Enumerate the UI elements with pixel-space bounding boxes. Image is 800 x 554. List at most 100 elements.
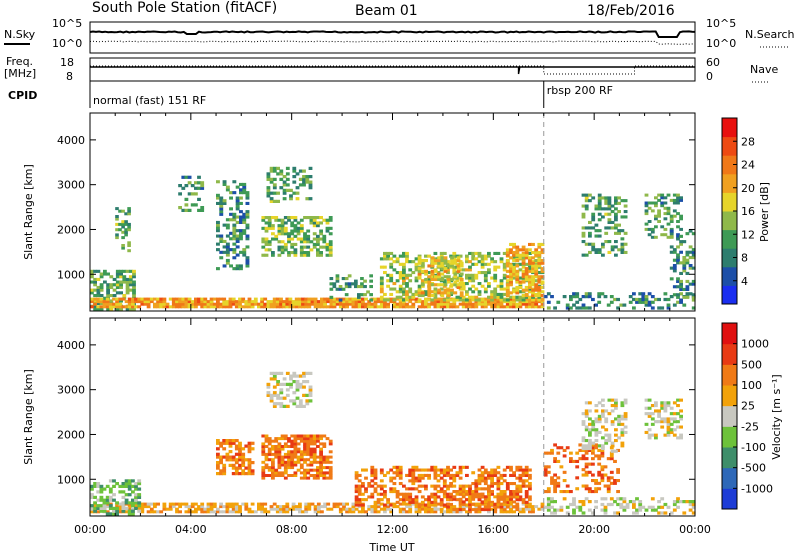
- heatmap-cell: [666, 401, 671, 405]
- heatmap-cell: [616, 502, 620, 507]
- heatmap-cell: [594, 234, 599, 238]
- heatmap-cell: [647, 220, 652, 223]
- heatmap-cell: [187, 510, 192, 514]
- colorbar-tick-label: 20: [741, 182, 755, 195]
- heatmap-cell: [584, 193, 589, 197]
- heatmap-cell: [307, 302, 312, 306]
- heatmap-cell: [312, 434, 317, 438]
- heatmap-cell: [424, 473, 428, 477]
- heatmap-cell: [222, 455, 227, 459]
- heatmap-cell: [688, 256, 693, 260]
- heatmap-cell: [581, 215, 586, 219]
- heatmap-cell: [373, 482, 378, 486]
- heatmap-cell: [465, 282, 469, 286]
- heatmap-cell: [600, 508, 605, 512]
- heatmap-cell: [597, 448, 602, 452]
- heatmap-cell: [212, 505, 217, 509]
- heatmap-cell: [392, 287, 397, 291]
- heatmap-cell: [439, 254, 444, 258]
- heatmap-cell: [666, 420, 671, 424]
- heatmap-cell: [354, 487, 359, 491]
- heatmap-cell: [276, 402, 280, 406]
- heatmap-cell: [363, 279, 367, 283]
- heatmap-cell: [411, 302, 416, 306]
- heatmap-cell: [309, 240, 314, 244]
- heatmap-cell: [433, 468, 438, 472]
- heatmap-cell: [184, 300, 189, 304]
- heatmap-cell: [427, 510, 431, 514]
- heatmap-cell: [543, 451, 548, 455]
- heatmap-cell: [430, 484, 435, 488]
- heatmap-cell: [471, 502, 476, 506]
- heatmap-cell: [408, 495, 413, 499]
- heatmap-cell: [319, 221, 323, 225]
- heatmap-cell: [505, 482, 510, 486]
- heatmap-cell: [357, 473, 362, 477]
- heatmap-cell: [591, 196, 596, 200]
- heatmap-cell: [125, 307, 130, 311]
- heatmap-cell: [679, 433, 683, 437]
- heatmap-cell: [616, 468, 620, 472]
- heatmap-cell: [562, 497, 567, 501]
- heatmap-cell: [115, 305, 119, 309]
- heatmap-cell: [620, 404, 625, 408]
- heatmap-cell: [610, 409, 615, 413]
- heatmap-cell: [483, 262, 488, 266]
- heatmap-cell: [691, 248, 696, 252]
- heatmap-cell: [521, 259, 526, 263]
- heatmap-cell: [306, 240, 311, 244]
- heatmap-cell: [534, 505, 539, 509]
- heatmap-cell: [468, 295, 472, 299]
- heatmap-cell: [597, 196, 602, 200]
- heatmap-cell: [600, 473, 605, 477]
- heatmap-cell: [487, 502, 491, 506]
- heatmap-cell: [509, 283, 513, 287]
- heatmap-cell: [669, 511, 674, 515]
- heatmap-cell: [424, 305, 428, 309]
- heatmap-cell: [293, 442, 298, 446]
- heatmap-cell: [287, 445, 291, 448]
- heatmap-cell: [502, 298, 507, 302]
- heatmap-cell: [247, 469, 252, 473]
- heatmap-cell: [285, 502, 290, 506]
- x-tick-label: 08:00: [276, 523, 308, 536]
- heatmap-cell: [319, 442, 323, 446]
- heatmap-cell: [597, 207, 602, 211]
- heatmap-cell: [266, 175, 271, 179]
- heatmap-cell: [245, 215, 250, 219]
- heatmap-cell: [682, 240, 687, 244]
- heatmap-cell: [295, 191, 300, 195]
- heatmap-cell: [228, 458, 233, 462]
- heatmap-cell: [280, 224, 285, 228]
- heatmap-cell: [505, 302, 510, 306]
- heatmap-cell: [427, 264, 432, 268]
- heatmap-cell: [439, 297, 444, 301]
- heatmap-cell: [272, 297, 277, 301]
- heatmap-cell: [515, 492, 520, 496]
- heatmap-cell: [578, 508, 583, 512]
- heatmap-cell: [112, 498, 116, 502]
- heatmap-cell: [266, 191, 271, 195]
- heatmap-cell: [616, 479, 620, 483]
- heatmap-cell: [584, 470, 589, 474]
- heatmap-cell: [588, 422, 592, 426]
- heatmap-cell: [99, 498, 104, 502]
- heatmap-cell: [328, 226, 333, 230]
- heatmap-cell: [303, 445, 307, 448]
- heatmap-cell: [102, 300, 107, 304]
- heatmap-cell: [287, 455, 291, 459]
- heatmap-cell: [238, 441, 242, 445]
- heatmap-cell: [132, 307, 136, 311]
- heatmap-cell: [546, 465, 551, 469]
- heatmap-cell: [502, 500, 507, 504]
- heatmap-cell: [209, 302, 214, 306]
- heatmap-cell: [623, 204, 628, 208]
- heatmap-cell: [528, 242, 532, 246]
- heatmap-cell: [477, 495, 482, 499]
- heatmap-cell: [546, 470, 551, 474]
- heatmap-cell: [361, 300, 365, 304]
- heatmap-cell: [280, 445, 285, 448]
- heatmap-cell: [623, 425, 628, 429]
- colorbar-tick-label: -100: [741, 441, 766, 454]
